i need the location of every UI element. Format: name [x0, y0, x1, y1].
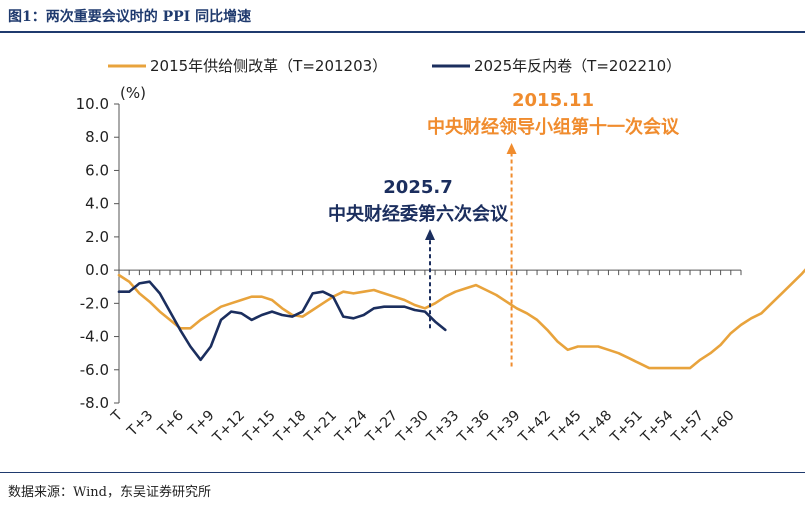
- series-line-2025: [117, 280, 447, 362]
- ppi-line-chart: 10.08.06.04.02.00.0-2.0-4.0-6.0-8.0 TT+3…: [76, 57, 805, 447]
- x-tick-label: T+60: [699, 408, 738, 447]
- annotation-2025-arrowhead: [425, 229, 435, 240]
- y-tick-label: 2.0: [85, 228, 109, 246]
- x-tick-label: T+21: [301, 408, 340, 447]
- x-tick-label: T+24: [332, 407, 371, 446]
- x-tick-label: T+42: [515, 408, 554, 447]
- figure-title: 图1：两次重要会议时的 PPI 同比增速: [8, 9, 252, 25]
- y-tick-label: 6.0: [85, 161, 109, 179]
- y-tick-label: 8.0: [85, 128, 109, 146]
- y-tick-label: 0.0: [85, 261, 109, 279]
- y-tick-label: -8.0: [80, 394, 109, 412]
- title-rule: [0, 31, 805, 33]
- x-tick-label: T+18: [270, 408, 309, 447]
- x-tick-label: T+30: [393, 408, 432, 447]
- x-tick-label: T: [108, 407, 126, 425]
- x-tick-label: T+45: [546, 408, 585, 447]
- x-tick-label: T+39: [485, 408, 524, 447]
- x-tick-label: T+27: [362, 408, 401, 447]
- x-tick-label: T+33: [423, 408, 462, 447]
- x-tick-label: T+15: [240, 408, 279, 447]
- source-note: 数据来源：Wind，东吴证券研究所: [8, 485, 211, 500]
- x-tick-label: T+54: [637, 407, 676, 446]
- x-tick-label: T+6: [154, 407, 187, 440]
- x-tick-label: T+3: [124, 408, 157, 441]
- x-tick-label: T+12: [209, 408, 248, 447]
- annotation-2015-arrowhead: [506, 143, 517, 154]
- y-tick-label: -4.0: [80, 328, 109, 346]
- footer-rule: [0, 472, 805, 473]
- x-tick-label: T+48: [576, 408, 615, 447]
- y-tick-label: -6.0: [80, 361, 109, 379]
- y-tick-label: -2.0: [80, 294, 109, 312]
- annotation-2015-text: 中央财经领导小组第十一次会议: [427, 116, 680, 138]
- y-tick-label: 4.0: [85, 195, 109, 213]
- y-unit-label: (%): [120, 84, 146, 102]
- y-tick-label: 10.0: [76, 95, 109, 113]
- annotation-2025-text: 中央财经委第六次会议: [328, 203, 509, 225]
- annotation-2015-year: 2015.11: [512, 90, 594, 111]
- legend-label-2025: 2025年反内卷（T=202210）: [474, 57, 681, 75]
- x-tick-label: T+51: [607, 408, 646, 447]
- legend-label-2015: 2015年供给侧改革（T=201203）: [150, 57, 387, 75]
- x-tick-label: T+57: [668, 408, 707, 447]
- annotation-2025-year: 2025.7: [383, 177, 452, 198]
- series-line-2015: [117, 268, 805, 370]
- x-tick-label: T+36: [454, 407, 493, 446]
